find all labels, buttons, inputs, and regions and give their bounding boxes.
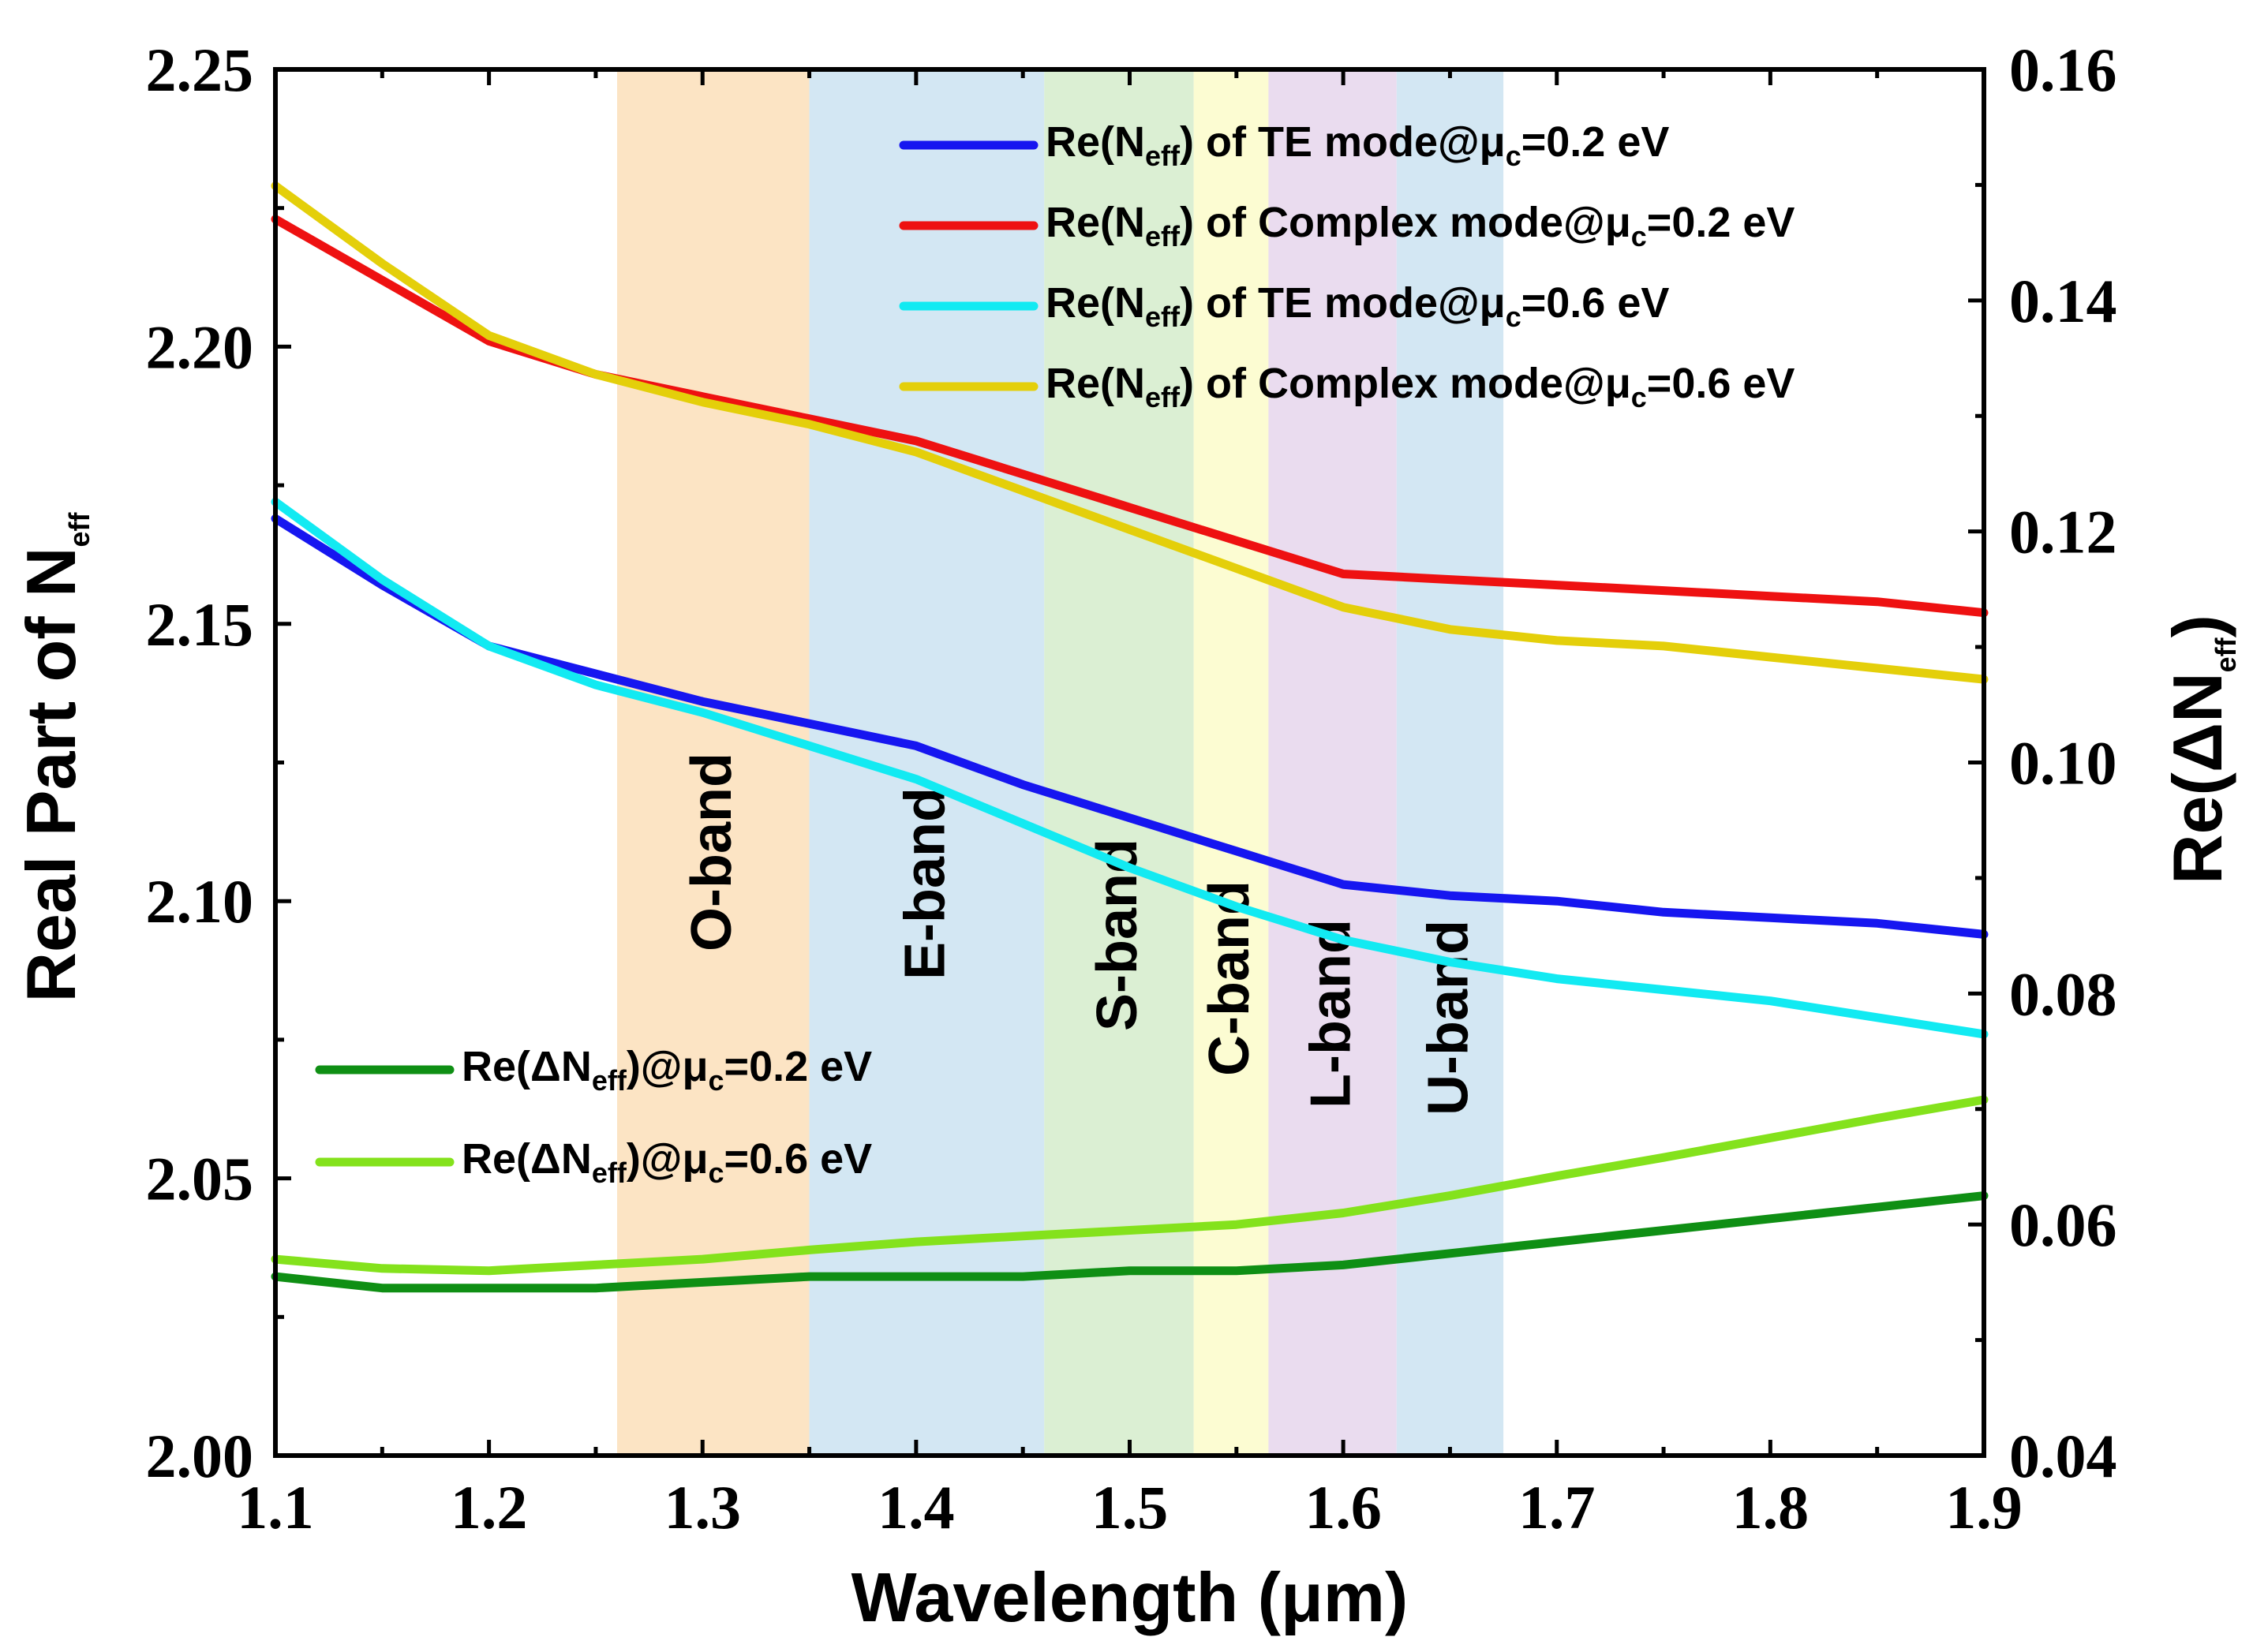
y-left-tick-label: 2.25: [146, 36, 254, 104]
legend-text-sub: eff: [1145, 301, 1181, 333]
legend-text-mid: )@μ: [627, 1135, 709, 1183]
band-u-band: [1396, 69, 1504, 1456]
y-left-tick-label: 2.10: [146, 867, 254, 936]
x-axis-title: Wavelength (μm): [851, 1558, 1409, 1636]
x-tick-label: 1.1: [237, 1473, 314, 1542]
spectral-bands: O-band E-band S-band C-band L-band U-band: [617, 69, 1504, 1456]
band-label-e-band: E-band: [893, 787, 956, 980]
legend-text-sub: c: [1506, 140, 1521, 172]
band-s-band: [1044, 69, 1194, 1456]
y-left-tick-label: 2.00: [146, 1422, 254, 1490]
y-left-title-sub: eff: [63, 511, 95, 547]
legend-text-pre: Re(ΔN: [462, 1135, 592, 1183]
legend-label-4: Re(Neff) of Complex mode@μc=0.6 eV: [1046, 360, 1795, 413]
x-tick-label: 1.8: [1732, 1473, 1810, 1542]
y-right-tick-label: 0.10: [2009, 729, 2117, 798]
legend-text-sub: c: [709, 1157, 724, 1189]
band-c-band: [1193, 69, 1269, 1456]
band-o-band: [617, 69, 810, 1456]
y-right-title-sub: eff: [2210, 637, 2242, 672]
x-tick-label: 1.9: [1945, 1473, 2023, 1542]
series-line-6: [271, 1095, 1989, 1276]
series-lines: [271, 181, 1989, 1293]
y-right-title-close: ): [2158, 615, 2236, 637]
legend-text-post: =0.2 eV: [1521, 118, 1670, 166]
legend-label-6: Re(ΔNeff)@μc=0.6 eV: [462, 1135, 872, 1189]
y-right-axis-title: Re(ΔNeff): [2158, 615, 2242, 884]
x-tick-label: 1.2: [451, 1473, 528, 1542]
legend-text-mid: ) of Complex mode@μ: [1180, 199, 1631, 246]
x-tick-label: 1.3: [664, 1473, 742, 1542]
legend-label-2: Re(Neff) of Complex mode@μc=0.2 eV: [1046, 199, 1795, 252]
y-right-tick-label: 0.16: [2009, 36, 2117, 104]
legend-text-sub: c: [1631, 381, 1647, 413]
band-l-band: [1268, 69, 1397, 1456]
legend-text-post: =0.2 eV: [724, 1043, 873, 1090]
x-tick-label: 1.6: [1304, 1473, 1382, 1542]
legend-text-pre: Re(N: [1046, 279, 1145, 327]
legend-text-pre: Re(N: [1046, 118, 1145, 166]
legend-text-sub: eff: [1145, 140, 1181, 172]
y-right-tick-label: 0.06: [2009, 1190, 2117, 1259]
series-line-4: [271, 181, 1989, 684]
legend-text-sub: c: [1506, 301, 1521, 333]
legend-text-post: =0.6 eV: [1647, 360, 1795, 407]
y-left-tick-label: 2.05: [146, 1145, 254, 1213]
legend-text-pre: Re(N: [1046, 199, 1145, 246]
y-right-tick-label: 0.04: [2009, 1422, 2117, 1490]
legend-text-mid: ) of Complex mode@μ: [1180, 360, 1631, 407]
y-right-title-text: Re(ΔN: [2158, 672, 2236, 884]
x-tick-label: 1.4: [878, 1473, 955, 1542]
legend-text-post: =0.6 eV: [1521, 279, 1670, 327]
series-line-3: [271, 497, 1989, 1039]
y-right-tick-label: 0.14: [2009, 267, 2117, 335]
y-right-tick-label: 0.12: [2009, 498, 2117, 566]
legend-text-sub: c: [709, 1064, 724, 1097]
y-left-tick-label: 2.20: [146, 312, 254, 381]
legend-text-sub: eff: [592, 1157, 627, 1189]
series-line-1: [271, 514, 1989, 939]
y-left-axis-title: Real Part of Neff: [12, 511, 95, 1002]
y-right-tick-label: 0.08: [2009, 959, 2117, 1028]
axis-titles: Wavelength (μm)Real Part of NeffRe(ΔNeff…: [12, 511, 2242, 1636]
y-left-title-text: Real Part of N: [12, 547, 90, 1002]
legend-text-mid: ) of TE mode@μ: [1180, 279, 1506, 327]
legend-text-pre: Re(N: [1046, 360, 1145, 407]
legend-text-mid: ) of TE mode@μ: [1180, 118, 1506, 166]
legend-label-1: Re(Neff) of TE mode@μc=0.2 eV: [1046, 118, 1669, 172]
legend-text-post: =0.6 eV: [724, 1135, 873, 1183]
band-label-l-band: L-band: [1300, 919, 1363, 1108]
legend-label-5: Re(ΔNeff)@μc=0.2 eV: [462, 1043, 872, 1097]
legend-text-pre: Re(ΔN: [462, 1043, 592, 1090]
legend-label-3: Re(Neff) of TE mode@μc=0.6 eV: [1046, 279, 1669, 333]
legend-text-sub: eff: [592, 1064, 627, 1097]
series-line-5: [271, 1191, 1989, 1293]
band-label-o-band: O-band: [680, 753, 743, 951]
y-left-tick-label: 2.15: [146, 590, 254, 659]
axis-ticks: 1.1 1.2 1.3 1.4 1.5 1.6 1.7 1.8 1.9 2.00 2.05 2.10 2…: [146, 36, 2117, 1542]
x-tick-label: 1.5: [1091, 1473, 1169, 1542]
x-tick-label: 1.7: [1518, 1473, 1596, 1542]
legend-text-sub: c: [1631, 220, 1647, 252]
legend-text-post: =0.2 eV: [1647, 199, 1795, 246]
legend-text-sub: eff: [1145, 220, 1181, 252]
legend-text-mid: )@μ: [627, 1043, 709, 1090]
band-label-u-band: U-band: [1417, 920, 1480, 1116]
legend-text-sub: eff: [1145, 381, 1181, 413]
